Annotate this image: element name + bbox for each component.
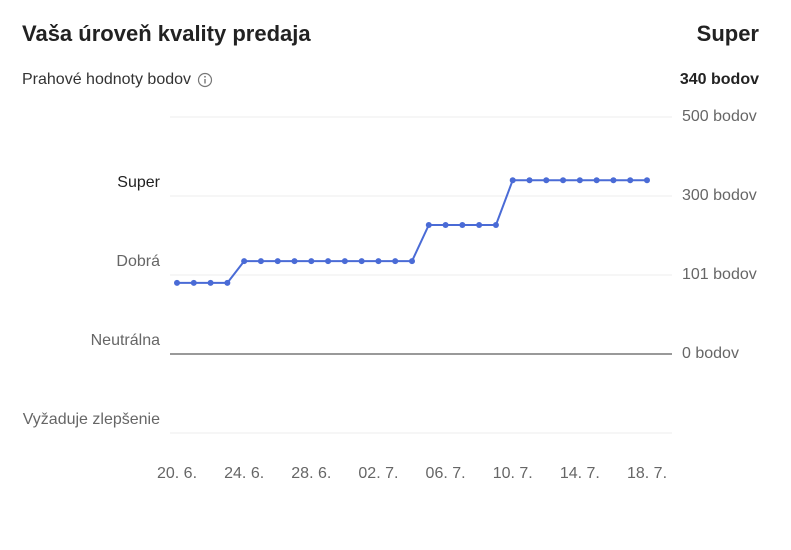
point bbox=[358, 258, 365, 265]
x-tick-label: 14. 7. bbox=[560, 465, 600, 482]
x-tick-label: 28. 6. bbox=[291, 465, 331, 482]
point bbox=[560, 177, 567, 184]
point bbox=[341, 258, 348, 265]
point bbox=[627, 177, 634, 184]
level-label: Neutrálna bbox=[91, 332, 160, 349]
level-label: Dobrá bbox=[116, 253, 160, 270]
point bbox=[509, 177, 516, 184]
point bbox=[207, 279, 214, 286]
point bbox=[459, 221, 466, 228]
point bbox=[409, 258, 415, 265]
point bbox=[610, 177, 617, 184]
point bbox=[291, 258, 298, 265]
x-tick-label: 24. 6. bbox=[224, 465, 264, 482]
point bbox=[325, 258, 332, 265]
y-tick-label: 500 bodov bbox=[682, 108, 757, 125]
x-tick-label: 18. 7. bbox=[627, 465, 667, 482]
point bbox=[224, 279, 231, 286]
subtitle: Prahové hodnoty bodov bbox=[22, 71, 192, 88]
current-level: Super bbox=[696, 21, 759, 46]
point bbox=[526, 177, 533, 184]
subtitle-row: Prahové hodnoty bodov bbox=[22, 71, 213, 89]
point bbox=[392, 258, 399, 265]
point bbox=[644, 177, 650, 184]
point bbox=[375, 258, 382, 265]
point bbox=[492, 221, 499, 228]
point bbox=[442, 221, 449, 228]
point bbox=[593, 177, 600, 184]
point bbox=[576, 177, 583, 184]
point bbox=[257, 258, 264, 265]
level-label: Vyžaduje zlepšenie bbox=[23, 411, 160, 428]
y-tick-label: 300 bodov bbox=[682, 187, 757, 204]
point bbox=[241, 258, 248, 265]
point bbox=[476, 221, 483, 228]
x-tick-label: 02. 7. bbox=[358, 465, 398, 482]
level-label: Super bbox=[117, 174, 160, 191]
x-tick-label: 20. 6. bbox=[157, 465, 197, 482]
point bbox=[174, 279, 180, 286]
score: 340 bodov bbox=[679, 71, 759, 88]
x-tick-label: 10. 7. bbox=[493, 465, 533, 482]
info-icon[interactable] bbox=[197, 72, 213, 88]
title: Vaša úroveň kvality predaja bbox=[22, 21, 311, 46]
point bbox=[190, 279, 197, 286]
point bbox=[543, 177, 550, 184]
y-tick-label: 101 bodov bbox=[682, 266, 757, 283]
y-tick-label: 0 bodov bbox=[682, 345, 739, 362]
point bbox=[274, 258, 281, 265]
point bbox=[308, 258, 315, 265]
point bbox=[425, 221, 432, 228]
x-tick-label: 06. 7. bbox=[426, 465, 466, 482]
